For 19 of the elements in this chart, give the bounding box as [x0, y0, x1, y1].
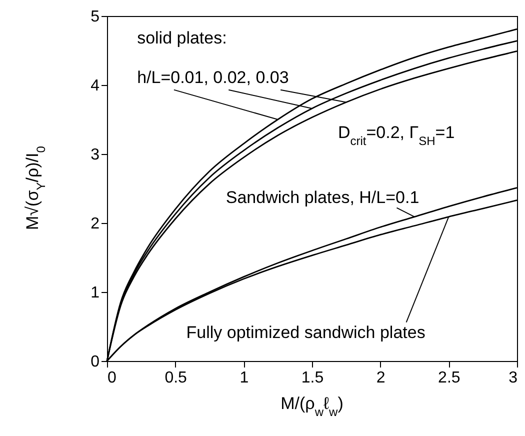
- annotation: solid plates:: [137, 28, 227, 48]
- y-tick-label: 5: [90, 8, 100, 26]
- x-tick-label: 1: [240, 370, 249, 386]
- annotation: Sandwich plates, H/L=0.1: [226, 188, 420, 207]
- y-tick-label: 4: [90, 78, 100, 94]
- y-tick-label: 3: [90, 146, 100, 164]
- x-tick-label: 2.5: [438, 370, 460, 386]
- x-tick-label: 3: [508, 370, 518, 386]
- annotation: h/L=0.01, 0.02, 0.03: [137, 68, 289, 87]
- x-tick-label: 0.5: [164, 370, 188, 386]
- x-tick-label: 2: [376, 370, 386, 386]
- x-tick-label: 1.5: [301, 370, 324, 386]
- annotation: D$_{crit}$=0.2, Γ$_{SH}$=1: [338, 123, 455, 148]
- x-tick-label: 0: [108, 370, 116, 386]
- annotation: Fully optimized sandwich plates: [186, 323, 426, 342]
- x-axis-title: M/(ρ$_{w}$ℓ$_{w}$): [280, 394, 344, 419]
- y-tick-label: 0: [90, 354, 100, 370]
- y-tick-label: 2: [90, 216, 100, 232]
- y-tick-label: 1: [90, 284, 100, 302]
